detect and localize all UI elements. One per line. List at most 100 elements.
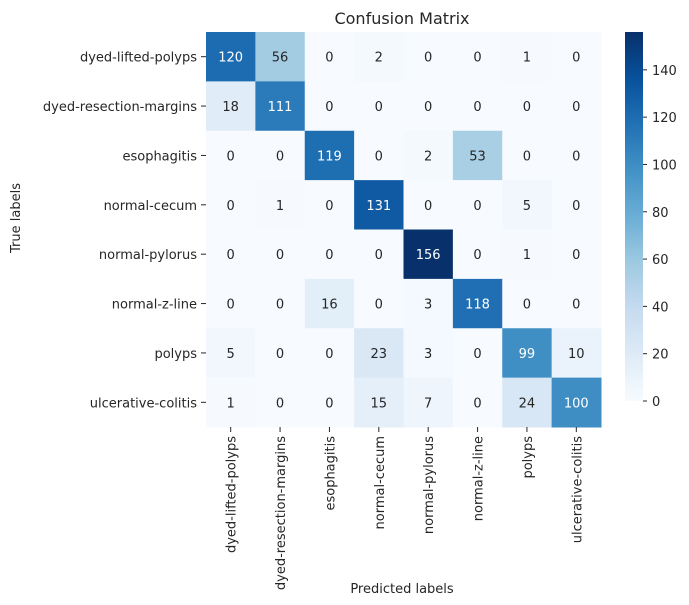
heatmap-cells: 120 56 0 2 0 0 1 018 111 0 0 0 0 0 00 0 119 0 2 53 0 00 1 0 131 0… xyxy=(206,32,602,428)
heatmap-cell xyxy=(255,81,306,132)
heatmap-cell xyxy=(354,278,404,329)
cell-value-label: 0 xyxy=(424,100,432,115)
heatmap-cell xyxy=(452,377,503,428)
cell-value-label: 0 xyxy=(375,100,383,115)
heatmap-cell xyxy=(304,278,355,329)
heatmap-cell xyxy=(255,328,306,379)
cell-value-label: 16 xyxy=(321,298,338,313)
cell-value-label: 156 xyxy=(416,248,441,263)
heatmap-cell xyxy=(452,130,503,181)
y-tick-label: ulcerative-colitis xyxy=(90,396,197,411)
x-axis-label: Predicted labels xyxy=(350,582,454,597)
heatmap-cell xyxy=(551,377,602,428)
heatmap-cell xyxy=(452,328,503,379)
cell-value-label: 0 xyxy=(276,298,284,313)
colorbar-tick-label: 20 xyxy=(652,348,669,363)
cell-value-label: 1 xyxy=(523,248,531,263)
heatmap-cell xyxy=(551,229,602,280)
x-tick-label: normal-pylorus xyxy=(422,436,437,534)
cell-value-label: 0 xyxy=(276,396,284,411)
x-tick-label: esophagitis xyxy=(323,436,338,511)
cell-value-label: 0 xyxy=(424,199,432,214)
y-tick-label: normal-pylorus xyxy=(99,248,197,263)
cell-value-label: 111 xyxy=(268,100,293,115)
heatmap-cell xyxy=(255,130,306,181)
heatmap-cell xyxy=(551,130,602,181)
x-tick-label: polyps xyxy=(521,436,536,479)
cell-value-label: 0 xyxy=(227,248,235,263)
cell-value-label: 1 xyxy=(227,396,235,411)
heatmap-cell xyxy=(403,180,454,230)
cell-value-label: 0 xyxy=(572,248,580,263)
heatmap-cell xyxy=(403,278,454,329)
cell-value-label: 0 xyxy=(424,51,432,66)
cell-value-label: 0 xyxy=(473,347,481,362)
cell-value-label: 24 xyxy=(519,396,536,411)
heatmap-cell xyxy=(206,328,256,379)
heatmap-cell xyxy=(551,278,602,329)
heatmap-cell xyxy=(354,32,404,82)
cell-value-label: 0 xyxy=(325,51,333,66)
cell-value-label: 1 xyxy=(523,51,531,66)
heatmap-cell xyxy=(502,328,553,379)
y-tick-label: polyps xyxy=(154,347,197,362)
heatmap-cell xyxy=(206,81,256,132)
cell-value-label: 0 xyxy=(227,149,235,164)
y-tick-label: esophagitis xyxy=(122,149,197,164)
cell-value-label: 0 xyxy=(325,396,333,411)
heatmap-cell xyxy=(502,32,553,82)
colorbar-tick-label: 60 xyxy=(652,253,669,268)
heatmap-cell xyxy=(354,377,404,428)
heatmap-cell xyxy=(304,377,355,428)
heatmap-cell xyxy=(304,81,355,132)
heatmap-cell xyxy=(304,180,355,230)
cell-value-label: 2 xyxy=(424,149,432,164)
heatmap-cell xyxy=(403,328,454,379)
heatmap-cell xyxy=(551,32,602,82)
heatmap-cell xyxy=(403,81,454,132)
cell-value-label: 118 xyxy=(465,298,490,313)
heatmap-cell xyxy=(206,229,256,280)
heatmap-cell xyxy=(551,328,602,379)
cell-value-label: 15 xyxy=(371,396,388,411)
heatmap-cell xyxy=(452,180,503,230)
colorbar-tick-label: 120 xyxy=(652,111,677,126)
cell-value-label: 3 xyxy=(424,298,432,313)
heatmap-cell xyxy=(304,130,355,181)
cell-value-label: 0 xyxy=(473,100,481,115)
heatmap-cell xyxy=(502,180,553,230)
cell-value-label: 100 xyxy=(564,396,589,411)
cell-value-label: 56 xyxy=(272,51,289,66)
cell-value-label: 5 xyxy=(523,199,531,214)
cell-value-label: 1 xyxy=(276,199,284,214)
cell-value-label: 0 xyxy=(375,248,383,263)
heatmap-cell xyxy=(206,377,256,428)
y-tick-labels: dyed-lifted-polyps dyed-resection-margins… xyxy=(43,51,206,411)
heatmap-cell xyxy=(255,278,306,329)
cell-value-label: 120 xyxy=(218,51,243,66)
heatmap-cell xyxy=(206,278,256,329)
cell-value-label: 0 xyxy=(473,248,481,263)
y-axis-label: True labels xyxy=(9,183,24,254)
cell-value-label: 0 xyxy=(572,298,580,313)
heatmap-cell xyxy=(502,130,553,181)
cell-value-label: 0 xyxy=(523,100,531,115)
cell-value-label: 0 xyxy=(523,298,531,313)
x-tick-label: normal-z-line xyxy=(472,436,487,521)
cell-value-label: 23 xyxy=(371,347,388,362)
cell-value-label: 18 xyxy=(222,100,239,115)
cell-value-label: 53 xyxy=(469,149,486,164)
heatmap-cell xyxy=(304,229,355,280)
cell-value-label: 99 xyxy=(519,347,536,362)
cell-value-label: 0 xyxy=(473,199,481,214)
cell-value-label: 0 xyxy=(276,248,284,263)
colorbar-tick-label: 140 xyxy=(652,64,677,79)
heatmap-cell xyxy=(354,180,404,230)
heatmap-cell xyxy=(354,130,404,181)
cell-value-label: 0 xyxy=(572,51,580,66)
cell-value-label: 0 xyxy=(375,149,383,164)
heatmap-cell xyxy=(502,278,553,329)
cell-value-label: 10 xyxy=(568,347,585,362)
colorbar-tick-label: 80 xyxy=(652,206,669,221)
cell-value-label: 0 xyxy=(227,298,235,313)
